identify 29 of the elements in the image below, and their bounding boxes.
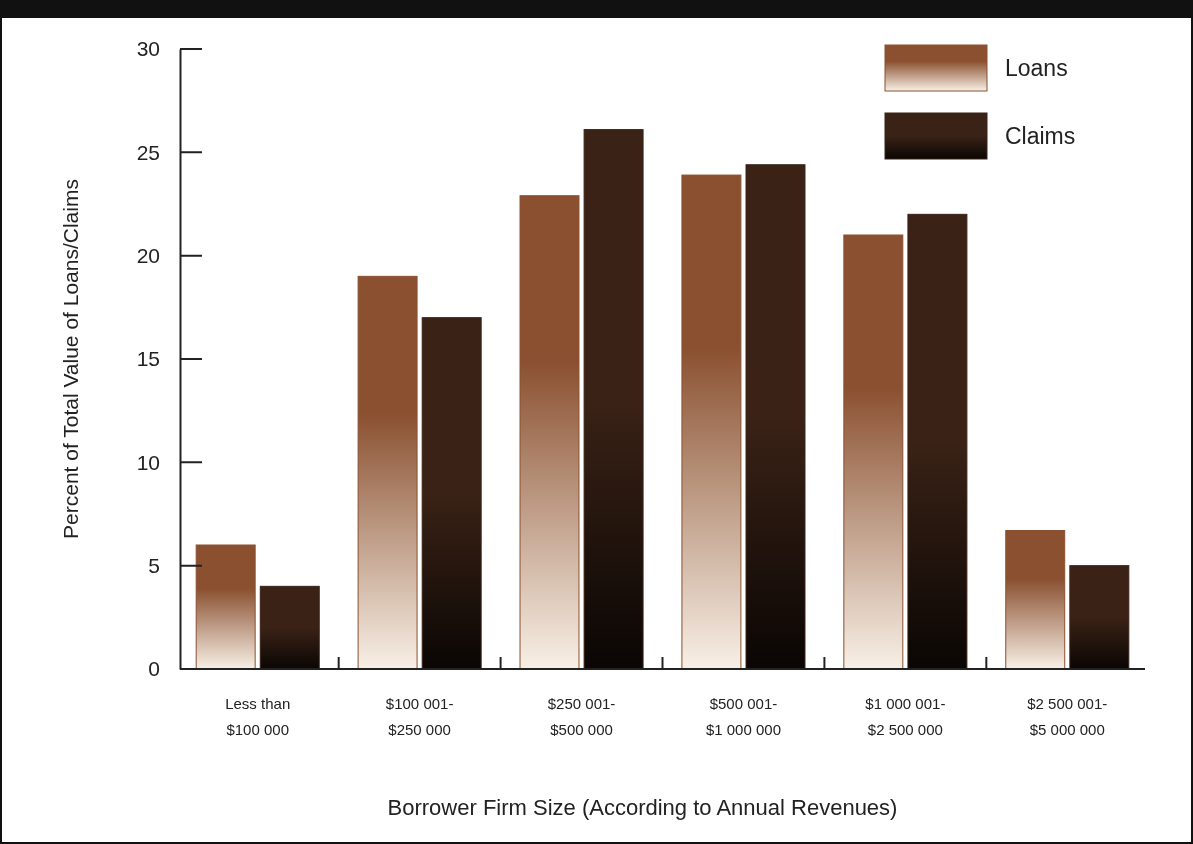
bar (1069, 565, 1130, 670)
bar (421, 317, 482, 670)
bar (843, 234, 904, 670)
y-tick-label: 5 (148, 553, 160, 577)
legend-label: Loans (1005, 55, 1068, 82)
bar (357, 275, 418, 670)
bar (195, 544, 256, 670)
x-axis-title: Borrower Firm Size (According to Annual Revenues) (387, 795, 898, 820)
y-tick-label: 10 (136, 450, 160, 474)
y-tick-label: 0 (148, 657, 160, 681)
y-axis-title: Percent of Total Value of Loans/Claims (59, 179, 82, 539)
legend-label: Claims (1005, 123, 1076, 150)
x-tick-label: Less than $100 000 (225, 695, 291, 738)
bar (1005, 530, 1066, 670)
y-tick-label: 30 (136, 37, 160, 61)
bar (681, 174, 742, 670)
bar (907, 213, 968, 670)
x-tick-label: $2 500 001- $5 000 000 (1027, 695, 1108, 738)
bar (519, 195, 580, 670)
bar (583, 129, 644, 670)
y-tick-label: 25 (136, 140, 160, 164)
x-tick-label: $100 001- $250 000 (385, 695, 454, 738)
x-tick-label: $1 000 001- $2 500 000 (865, 695, 946, 738)
x-tick-label: $500 001- $1 000 000 (705, 695, 781, 738)
y-tick-label: 20 (136, 243, 160, 267)
bar (745, 164, 806, 670)
bar (259, 585, 320, 670)
y-tick-label: 15 (136, 347, 160, 371)
x-tick-label: $250 001- $500 000 (547, 695, 616, 738)
